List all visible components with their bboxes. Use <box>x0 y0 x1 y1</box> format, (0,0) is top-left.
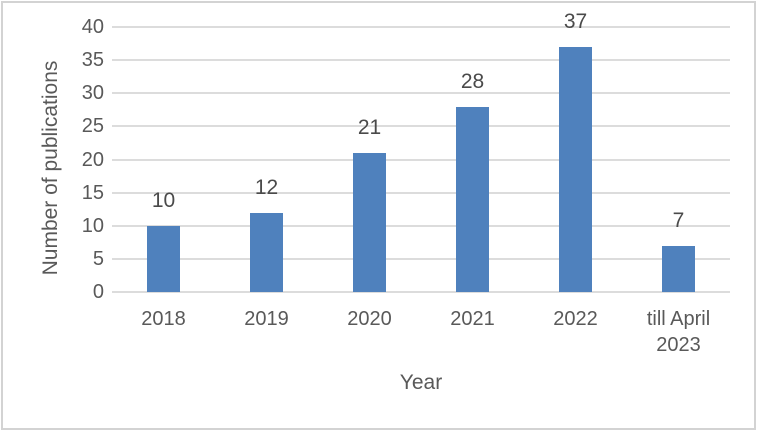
bar-till April 2023 <box>662 245 695 292</box>
gridline <box>112 224 730 227</box>
x-axis-title: Year <box>399 371 443 394</box>
bar-2022 <box>559 46 592 292</box>
x-category-label: 2021 <box>450 308 495 330</box>
y-tick-label: 25 <box>81 115 104 138</box>
x-category-label: 2018 <box>141 308 186 330</box>
plot-area <box>112 26 730 293</box>
y-tick-label: 20 <box>81 148 104 171</box>
x-category-label: till April 2023 <box>646 308 711 356</box>
gridline <box>112 125 730 128</box>
gridline <box>112 191 730 194</box>
x-category-label: 2022 <box>553 308 598 330</box>
gridline <box>112 158 730 161</box>
y-tick-label: 40 <box>81 16 104 38</box>
y-tick-label: 30 <box>81 82 104 105</box>
x-category-label: 2020 <box>347 308 392 330</box>
y-tick-label: 0 <box>92 281 104 303</box>
bar-2020 <box>353 152 386 292</box>
gridline <box>112 59 730 62</box>
gridline <box>112 92 730 95</box>
y-tick-label: 15 <box>81 181 104 204</box>
data-label: 37 <box>563 9 588 33</box>
data-label: 12 <box>254 175 279 199</box>
gridline <box>112 26 730 28</box>
data-label: 21 <box>357 115 382 139</box>
gridline <box>112 257 730 260</box>
y-tick-label: 10 <box>81 214 104 237</box>
gridline <box>112 291 730 293</box>
y-tick-label: 5 <box>92 247 104 270</box>
x-category-label: 2019 <box>244 308 289 330</box>
bar-2019 <box>250 212 283 292</box>
bar-2021 <box>456 106 489 292</box>
y-tick-label: 35 <box>81 49 104 72</box>
bar-2018 <box>147 225 180 292</box>
data-label: 10 <box>151 188 176 212</box>
data-label: 7 <box>672 208 685 232</box>
data-label: 28 <box>460 69 485 93</box>
